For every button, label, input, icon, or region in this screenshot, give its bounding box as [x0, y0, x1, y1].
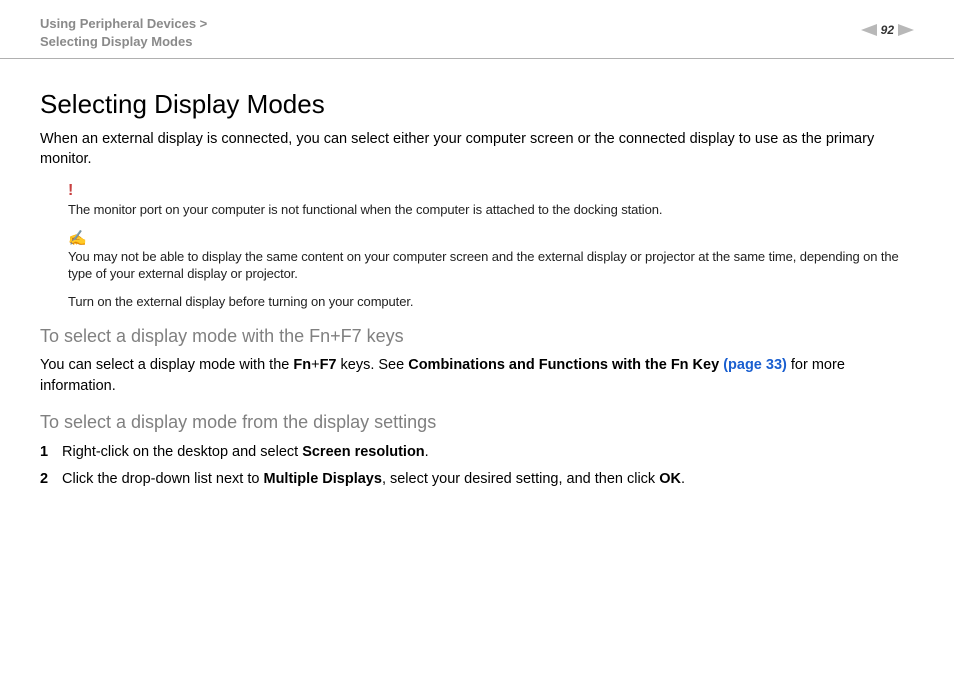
fn-link-label: Combinations and Functions with the Fn K…: [408, 357, 723, 373]
section-heading-settings: To select a display mode from the displa…: [40, 412, 914, 433]
note-block: ✍ You may not be able to display the sam…: [68, 231, 914, 311]
note-text-1: You may not be able to display the same …: [68, 248, 914, 283]
fn-p-prefix: You can select a display mode with the: [40, 357, 293, 373]
warning-text: The monitor port on your computer is not…: [68, 201, 914, 219]
screen-resolution-label: Screen resolution: [302, 444, 424, 460]
multiple-displays-label: Multiple Displays: [263, 471, 381, 487]
step-item: 1 Right-click on the desktop and select …: [40, 441, 914, 464]
breadcrumb-line1: Using Peripheral Devices >: [40, 15, 207, 33]
page-number: 92: [881, 23, 894, 37]
step-number: 2: [40, 468, 62, 491]
fn-label: Fn: [293, 357, 311, 373]
ok-label: OK: [659, 471, 681, 487]
step-number: 1: [40, 441, 62, 464]
f7-label: F7: [320, 357, 337, 373]
prev-page-icon[interactable]: [861, 24, 877, 36]
page-33-link[interactable]: (page 33): [723, 357, 787, 373]
page-header: Using Peripheral Devices > Selecting Dis…: [0, 0, 954, 59]
page-title: Selecting Display Modes: [40, 89, 914, 120]
step-text: Click the drop-down list next to Multipl…: [62, 468, 914, 491]
step-text: Right-click on the desktop and select Sc…: [62, 441, 914, 464]
warning-block: ! The monitor port on your computer is n…: [68, 183, 914, 219]
fn-p-mid: keys. See: [336, 357, 408, 373]
breadcrumb-line2: Selecting Display Modes: [40, 33, 207, 51]
breadcrumb: Using Peripheral Devices > Selecting Dis…: [40, 15, 207, 50]
section-heading-fn: To select a display mode with the Fn+F7 …: [40, 326, 914, 347]
intro-paragraph: When an external display is connected, y…: [40, 130, 914, 169]
warning-icon: !: [68, 183, 914, 199]
fn-paragraph: You can select a display mode with the F…: [40, 355, 914, 396]
pencil-icon: ✍: [68, 231, 914, 246]
page-nav: 92: [861, 23, 914, 37]
step-item: 2 Click the drop-down list next to Multi…: [40, 468, 914, 491]
content: Selecting Display Modes When an external…: [0, 59, 954, 515]
next-page-icon[interactable]: [898, 24, 914, 36]
steps-list: 1 Right-click on the desktop and select …: [40, 441, 914, 491]
plus-sign: +: [311, 357, 319, 373]
note-text-2: Turn on the external display before turn…: [68, 293, 914, 311]
